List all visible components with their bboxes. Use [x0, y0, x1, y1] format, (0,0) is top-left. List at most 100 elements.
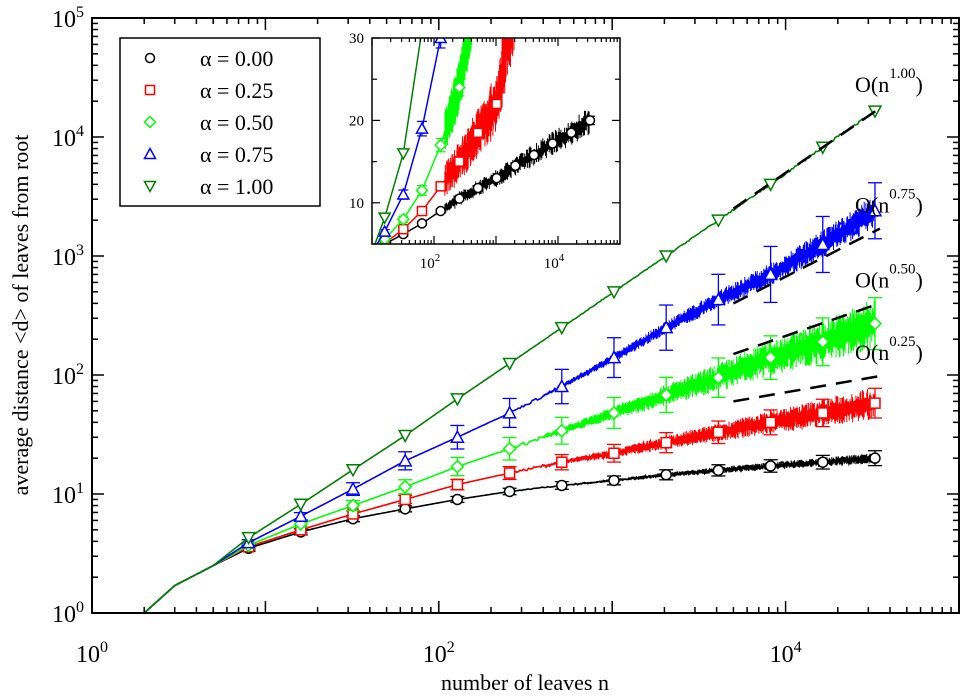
y-tick-label: 104 [52, 123, 84, 152]
inset-data-point [472, 127, 484, 139]
inset-plot: 102 104 10 20 30 [349, 31, 621, 272]
data-point [399, 493, 411, 506]
inset-data-point [452, 80, 466, 95]
data-point [450, 429, 465, 443]
inset-data-point [416, 218, 428, 229]
inset-data-point [584, 115, 596, 126]
data-point [869, 397, 881, 409]
data-point [241, 531, 256, 546]
legend-items: α = 0.00 α = 0.25 α = 0.50 α = 0.75 α = 1.00 [143, 46, 273, 199]
main-plot: O(n1.00)O(n0.75)O(n0.50)O(n0.25) 100 102 1… [8, 4, 960, 695]
legend-marker-circle [144, 52, 156, 64]
data-point [817, 407, 829, 419]
inset-data-point [377, 224, 392, 237]
data-point [554, 378, 570, 393]
main-data-layer [143, 105, 883, 614]
data-point [712, 464, 725, 477]
inset-x-tick-label: 104 [544, 252, 565, 272]
data-point [450, 459, 465, 474]
data-point [397, 453, 413, 467]
legend-label: α = 0.25 [200, 78, 273, 103]
data-point [502, 441, 517, 456]
x-tick-label: 104 [770, 639, 802, 668]
inset-data-point [434, 138, 448, 152]
data-point [658, 250, 674, 264]
legend-label: α = 0.50 [200, 110, 273, 135]
legend-marker-square [144, 84, 156, 96]
inset-series-alpha-0-50 [378, 38, 473, 244]
inset-data-point [547, 138, 558, 149]
inset-tick-labels: 102 104 10 20 30 [349, 31, 565, 272]
reference-label: O(n0.25) [855, 334, 923, 365]
data-point [711, 370, 726, 385]
data-point [399, 503, 411, 515]
data-point [763, 266, 778, 281]
data-point [502, 357, 517, 372]
inset-data-point [416, 205, 428, 217]
series-alpha-0-75 [143, 182, 883, 614]
inset-data-point [510, 160, 521, 171]
inset-data-point [472, 182, 484, 194]
x-axis-label: number of leaves n [441, 670, 609, 695]
y-tick-label: 105 [52, 4, 84, 33]
x-tick-label: 100 [76, 639, 108, 668]
data-point [712, 426, 725, 439]
data-point [867, 203, 883, 217]
data-point [554, 321, 570, 336]
series-alpha-0-50 [143, 297, 883, 614]
inset-data-point [398, 223, 409, 235]
data-point [606, 405, 622, 420]
inset-data-point [454, 193, 465, 204]
data-point [397, 429, 413, 444]
inset-data-point [415, 121, 429, 134]
series-alpha-0-25 [143, 387, 882, 614]
inset-data-point [415, 183, 429, 198]
reference-label: O(n0.50) [855, 261, 923, 292]
legend-label: α = 0.75 [200, 142, 273, 167]
inset-series-alpha-0-75 [376, 38, 448, 244]
main-plot-frame [91, 17, 960, 614]
inset-x-tick-label: 102 [420, 252, 441, 272]
main-tick-labels: 100 102 104 100 101 102 103 104 105 [52, 4, 802, 668]
data-point [711, 292, 726, 306]
data-point [867, 316, 883, 331]
inset-y-tick-label: 10 [349, 196, 364, 212]
data-point [556, 456, 568, 468]
data-point [869, 452, 881, 464]
data-point [764, 416, 777, 429]
data-point [763, 350, 778, 365]
data-point [398, 479, 413, 494]
inset-data-point [435, 181, 446, 192]
main-ticks [91, 18, 959, 614]
y-tick-label: 101 [52, 480, 84, 509]
data-point [608, 447, 620, 460]
data-point [293, 508, 309, 523]
legend-label: α = 1.00 [200, 174, 273, 199]
data-point [450, 393, 465, 407]
inset-data-layer [374, 38, 596, 244]
data-point [345, 498, 361, 513]
data-point [817, 456, 829, 468]
data-point [503, 467, 516, 479]
inset-data-point [454, 156, 465, 167]
reference-label: O(n1.00) [855, 66, 923, 97]
inset-data-point [396, 187, 411, 200]
data-point [659, 387, 674, 402]
inset-y-tick-label: 30 [349, 31, 364, 47]
inset-y-tick-label: 20 [349, 113, 364, 129]
data-point [711, 214, 726, 228]
data-point [660, 436, 672, 449]
y-tick-label: 100 [52, 599, 84, 628]
data-point [554, 423, 569, 438]
x-tick-label: 102 [423, 639, 455, 668]
data-point [345, 481, 361, 495]
data-point [345, 463, 361, 478]
data-point [606, 350, 622, 364]
data-point [660, 469, 672, 481]
y-tick-label: 102 [52, 361, 84, 390]
inset-data-point [433, 38, 448, 44]
data-point [815, 334, 830, 349]
reference-lines: O(n1.00) O(n0.75) O(n0.50) O(n0.25) [732, 66, 923, 403]
inset-background [372, 38, 620, 244]
